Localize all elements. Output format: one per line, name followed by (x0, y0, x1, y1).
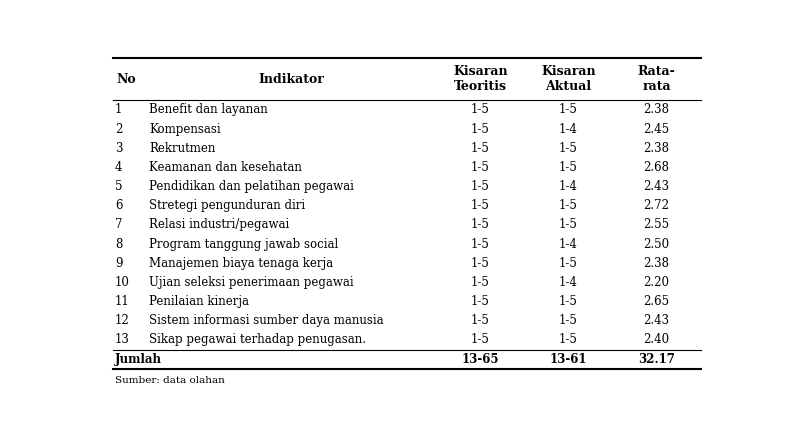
Text: 2.43: 2.43 (643, 180, 669, 193)
Text: 1-5: 1-5 (559, 334, 578, 347)
Text: 2.43: 2.43 (643, 314, 669, 327)
Text: 1-5: 1-5 (471, 218, 490, 232)
Text: 1-4: 1-4 (559, 180, 578, 193)
Text: 1-5: 1-5 (471, 142, 490, 155)
Text: 2.38: 2.38 (644, 103, 669, 116)
Text: 1-5: 1-5 (559, 199, 578, 212)
Text: 1-5: 1-5 (471, 103, 490, 116)
Text: 1-5: 1-5 (471, 123, 490, 136)
Text: 10: 10 (115, 276, 130, 289)
Text: Stretegi pengunduran diri: Stretegi pengunduran diri (149, 199, 306, 212)
Text: 3: 3 (115, 142, 122, 155)
Text: Manajemen biaya tenaga kerja: Manajemen biaya tenaga kerja (149, 257, 333, 270)
Text: 7: 7 (115, 218, 122, 232)
Text: Relasi industri/pegawai: Relasi industri/pegawai (149, 218, 290, 232)
Text: 1-5: 1-5 (471, 238, 490, 251)
Text: 8: 8 (115, 238, 122, 251)
Text: 9: 9 (115, 257, 122, 270)
Text: 4: 4 (115, 161, 122, 174)
Text: 1-4: 1-4 (559, 238, 578, 251)
Text: 1-5: 1-5 (559, 142, 578, 155)
Text: Keamanan dan kesehatan: Keamanan dan kesehatan (149, 161, 302, 174)
Text: 5: 5 (115, 180, 122, 193)
Text: 6: 6 (115, 199, 122, 212)
Text: Rata-
rata: Rata- rata (638, 65, 676, 93)
Text: 1-5: 1-5 (471, 161, 490, 174)
Text: Sikap pegawai terhadap penugasan.: Sikap pegawai terhadap penugasan. (149, 334, 366, 347)
Text: 1-5: 1-5 (471, 199, 490, 212)
Text: Pendidikan dan pelatihan pegawai: Pendidikan dan pelatihan pegawai (149, 180, 354, 193)
Text: Program tanggung jawab social: Program tanggung jawab social (149, 238, 338, 251)
Text: 2.45: 2.45 (643, 123, 669, 136)
Text: 2.38: 2.38 (644, 142, 669, 155)
Text: 1: 1 (115, 103, 122, 116)
Text: 1-5: 1-5 (559, 295, 578, 308)
Text: 1-5: 1-5 (471, 257, 490, 270)
Text: 1-5: 1-5 (471, 334, 490, 347)
Text: 1-5: 1-5 (559, 257, 578, 270)
Text: 1-5: 1-5 (471, 276, 490, 289)
Text: 32.17: 32.17 (638, 353, 675, 366)
Text: 2.50: 2.50 (643, 238, 669, 251)
Text: 1-5: 1-5 (559, 314, 578, 327)
Text: Sistem informasi sumber daya manusia: Sistem informasi sumber daya manusia (149, 314, 384, 327)
Text: 2.55: 2.55 (643, 218, 669, 232)
Text: Benefit dan layanan: Benefit dan layanan (149, 103, 268, 116)
Text: 2.20: 2.20 (644, 276, 669, 289)
Text: 13: 13 (115, 334, 130, 347)
Text: No: No (116, 73, 136, 86)
Text: 2: 2 (115, 123, 122, 136)
Text: 1-5: 1-5 (559, 103, 578, 116)
Text: 1-4: 1-4 (559, 276, 578, 289)
Text: 1-5: 1-5 (471, 314, 490, 327)
Text: 12: 12 (115, 314, 129, 327)
Text: Kisaran
Aktual: Kisaran Aktual (542, 65, 596, 93)
Text: 2.72: 2.72 (644, 199, 669, 212)
Text: 2.65: 2.65 (643, 295, 669, 308)
Text: Jumlah: Jumlah (115, 353, 162, 366)
Text: Kisaran
Teoritis: Kisaran Teoritis (453, 65, 507, 93)
Text: 11: 11 (115, 295, 129, 308)
Text: 13-61: 13-61 (549, 353, 588, 366)
Text: 1-5: 1-5 (559, 218, 578, 232)
Text: Sumber: data olahan: Sumber: data olahan (115, 375, 225, 385)
Text: 2.38: 2.38 (644, 257, 669, 270)
Text: Ujian seleksi penerimaan pegawai: Ujian seleksi penerimaan pegawai (149, 276, 354, 289)
Text: Indikator: Indikator (258, 73, 324, 86)
Text: Kompensasi: Kompensasi (149, 123, 221, 136)
Text: 1-5: 1-5 (471, 295, 490, 308)
Text: Penilaian kinerja: Penilaian kinerja (149, 295, 249, 308)
Text: 1-4: 1-4 (559, 123, 578, 136)
Text: Rekrutmen: Rekrutmen (149, 142, 216, 155)
Text: 13-65: 13-65 (461, 353, 499, 366)
Text: 2.40: 2.40 (643, 334, 669, 347)
Text: 1-5: 1-5 (559, 161, 578, 174)
Text: 2.68: 2.68 (644, 161, 669, 174)
Text: 1-5: 1-5 (471, 180, 490, 193)
